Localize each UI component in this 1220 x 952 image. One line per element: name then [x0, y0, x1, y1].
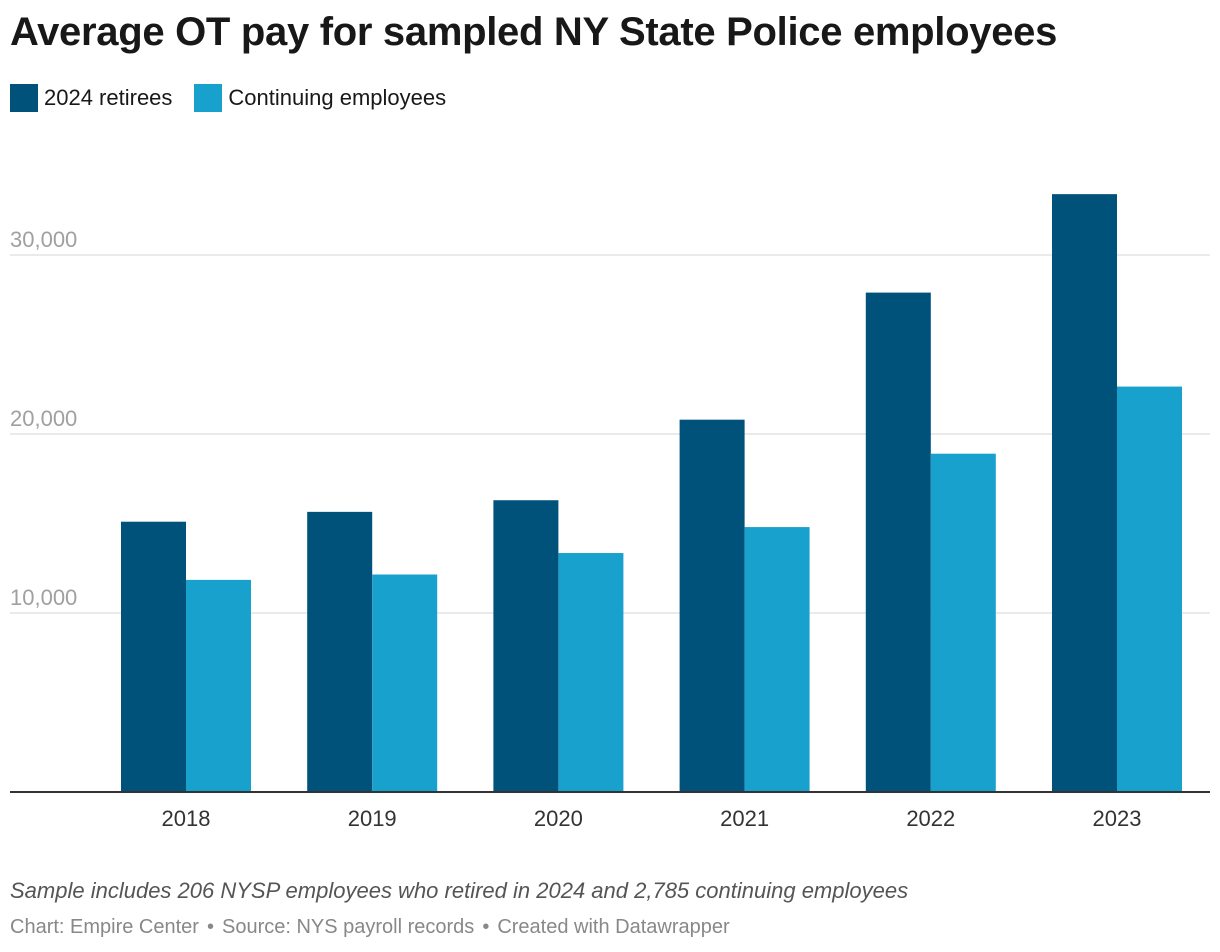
bar-continuing-2023	[1117, 386, 1182, 792]
legend-label-continuing: Continuing employees	[228, 85, 447, 110]
chart-title: Average OT pay for sampled NY State Poli…	[10, 10, 1058, 54]
credit-created-with: Created with Datawrapper	[497, 916, 730, 938]
legend-item-retirees: 2024 retirees	[10, 84, 172, 112]
chart-credit: Chart: Empire Center • Source: NYS payroll…	[10, 916, 730, 938]
chart-notes: Sample includes 206 NYSP employees who r…	[10, 878, 909, 903]
legend-swatch-continuing	[194, 84, 223, 112]
bar-retirees-2020	[493, 500, 559, 792]
bar-continuing-2019	[372, 574, 438, 792]
x-tick-label: 2020	[534, 806, 583, 831]
x-tick-label: 2021	[720, 806, 769, 831]
legend: 2024 retirees Continuing employees	[10, 84, 468, 112]
bar-retirees-2021	[679, 419, 745, 792]
bar-continuing-2018	[186, 579, 251, 792]
bar-continuing-2021	[744, 527, 810, 792]
x-tick-label: 2022	[906, 806, 955, 831]
bar-continuing-2020	[558, 553, 624, 792]
bar-retirees-2018	[121, 521, 186, 792]
bar-retirees-2023	[1052, 194, 1117, 792]
credit-chart-by: Chart: Empire Center	[10, 916, 199, 938]
bar-continuing-2022	[930, 453, 996, 792]
legend-item-continuing: Continuing employees	[194, 84, 446, 112]
legend-label-retirees: 2024 retirees	[44, 85, 173, 110]
bar-retirees-2022	[865, 292, 931, 792]
x-tick-label: 2023	[1093, 806, 1142, 831]
y-tick-label: 10,000	[10, 585, 77, 610]
legend-swatch-retirees	[10, 84, 38, 112]
bar-retirees-2019	[307, 511, 373, 792]
y-tick-label: 30,000	[10, 227, 77, 252]
x-tick-label: 2019	[348, 806, 397, 831]
y-tick-label: 20,000	[10, 406, 77, 431]
credit-source: Source: NYS payroll records	[221, 916, 475, 938]
x-tick-label: 2018	[162, 806, 211, 831]
